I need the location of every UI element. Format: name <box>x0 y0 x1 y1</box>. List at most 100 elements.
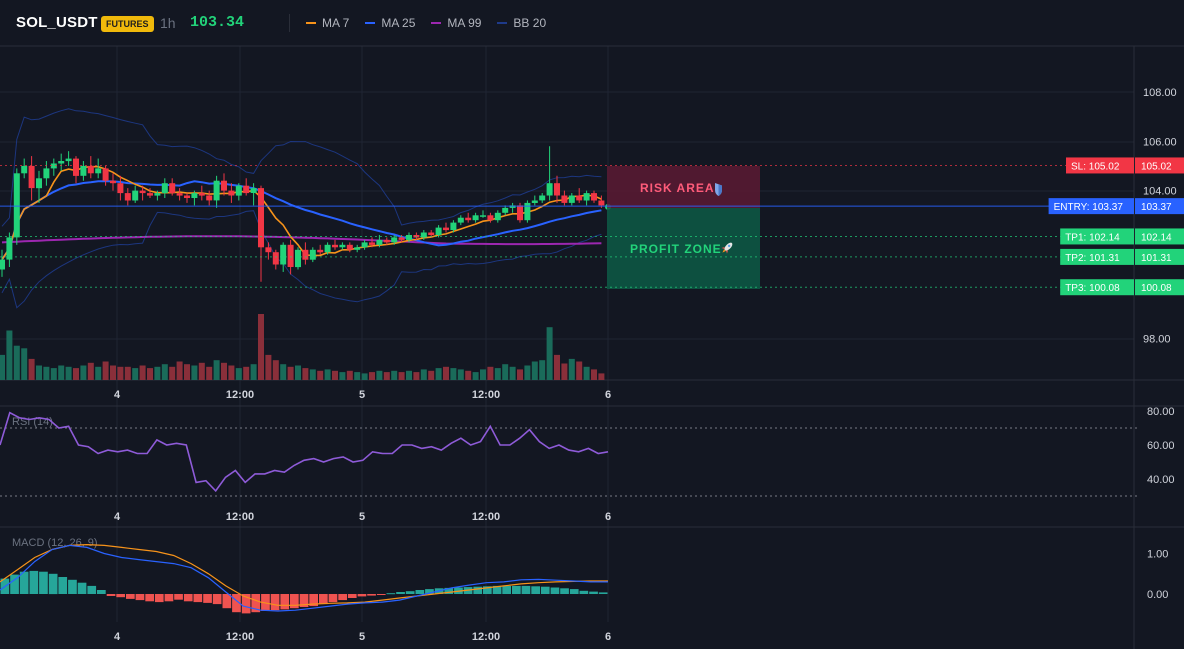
time-axis-tick: 12:00 <box>226 631 254 643</box>
candle-body <box>258 188 264 248</box>
candle-body <box>117 183 124 194</box>
macd-hist-bar <box>338 594 347 601</box>
volume-bar <box>191 365 198 380</box>
candle-body <box>206 195 213 201</box>
volume-bar <box>435 368 442 380</box>
volume-bar <box>206 366 213 380</box>
macd-hist-bar <box>270 594 280 611</box>
candle-body <box>369 242 375 245</box>
volume-bar <box>561 363 568 380</box>
volume-bar <box>302 368 309 380</box>
volume-bar <box>28 358 35 380</box>
macd-hist-bar <box>598 592 608 594</box>
macd-hist-bar <box>483 586 492 594</box>
volume-bar <box>154 366 161 380</box>
volume-bar <box>391 370 398 380</box>
macd-hist-bar <box>164 594 174 602</box>
macd-hist-bar <box>473 586 483 594</box>
ma99-line <box>1 235 602 246</box>
macd-hist-bar <box>521 585 531 594</box>
level-price-text: 100.08 <box>1141 283 1172 294</box>
candle-body <box>524 202 531 221</box>
header-divider <box>289 14 290 32</box>
macd-signal-line <box>0 543 608 606</box>
macd-hist-bar <box>444 587 454 594</box>
level-price-box <box>1135 157 1184 174</box>
macd-hist-bar <box>48 573 58 595</box>
macd-hist-bar <box>299 594 309 607</box>
macd-hist-bar <box>183 594 193 602</box>
candle-body <box>43 168 50 179</box>
price-candles[interactable] <box>0 146 611 282</box>
candle-body <box>95 168 102 174</box>
volume-bar <box>228 365 235 380</box>
legend-label: MA 7 <box>322 16 350 30</box>
macd-hist-bar <box>77 582 87 594</box>
rsi-axis-tick: 40.00 <box>1147 474 1175 486</box>
volume-bar <box>317 370 324 380</box>
chart-grid <box>0 45 1184 649</box>
macd-axis-tick: 1.00 <box>1147 549 1168 561</box>
level-price-text: 101.31 <box>1141 253 1172 264</box>
macd-hist-bar <box>405 591 415 594</box>
candle-body <box>435 227 442 235</box>
risk-area-box[interactable] <box>607 166 760 208</box>
candle-body <box>265 247 272 253</box>
macd-hist-bar <box>531 586 540 594</box>
candle-body <box>376 239 383 245</box>
volume-bar <box>494 368 501 380</box>
legend-ma25[interactable]: MA 25 <box>365 16 415 30</box>
level-tag-text: TP3: 100.08 <box>1065 283 1120 294</box>
candle-body <box>539 195 546 201</box>
candle-body <box>36 178 42 189</box>
candle-body <box>65 158 72 162</box>
macd-hist-bar <box>550 587 560 594</box>
time-axis-tick: 4 <box>114 389 121 401</box>
ma99-swatch-icon <box>431 22 442 24</box>
profit-zone-box[interactable] <box>607 208 760 289</box>
level-tag-text: ENTRY: 103.37 <box>1054 202 1124 213</box>
candle-body <box>568 195 575 203</box>
symbol-name[interactable]: SOL_USDT <box>16 14 98 31</box>
volume-bar <box>50 368 57 380</box>
volume-bar <box>361 373 368 380</box>
time-axis-tick: 5 <box>359 511 365 523</box>
macd-hist-bar <box>97 590 106 594</box>
legend-ma99[interactable]: MA 99 <box>431 16 481 30</box>
volume-bar <box>80 365 87 380</box>
candle-body <box>243 185 250 194</box>
level-price-box <box>1135 228 1184 245</box>
chart-header: SOL_USDT FUTURES 1h 103.34 MA 7 MA 25 MA… <box>0 0 1184 46</box>
volume-bar <box>36 365 42 380</box>
volume-bar <box>420 369 427 380</box>
ma25-line <box>1 180 602 261</box>
macd-pane[interactable]: MACD (12, 26, 9)1.000.00 <box>0 537 1168 614</box>
volume-bar <box>524 365 531 380</box>
volume-bar <box>198 362 205 380</box>
volume-bar <box>184 364 190 380</box>
legend-ma7[interactable]: MA 7 <box>306 16 349 30</box>
candle-body <box>309 249 316 260</box>
volume-bar <box>339 372 346 380</box>
candle-body <box>87 165 94 174</box>
price-axis-tick: 106.00 <box>1143 136 1177 148</box>
indicator-overlays <box>1 108 602 309</box>
candle-body <box>576 195 583 201</box>
macd-hist-bar <box>328 594 338 603</box>
volume-bar <box>235 368 242 380</box>
macd-hist-bar <box>174 594 183 600</box>
volume-bar <box>354 372 361 380</box>
candle-body <box>228 190 235 196</box>
volume-bar <box>576 361 583 380</box>
candle-body <box>361 242 368 248</box>
macd-hist-bar <box>58 577 68 594</box>
volume-bar <box>6 330 13 380</box>
level-tag-sl <box>1066 157 1134 174</box>
axis-labels: 108.00 106.00 104.00 98.00 4 12:00 5 12:00 6 4 12:… <box>114 87 1177 643</box>
volume-bar <box>309 369 316 380</box>
timeframe[interactable]: 1h <box>160 15 176 31</box>
legend-bb20[interactable]: BB 20 <box>497 16 546 30</box>
volume-bar <box>502 364 509 380</box>
